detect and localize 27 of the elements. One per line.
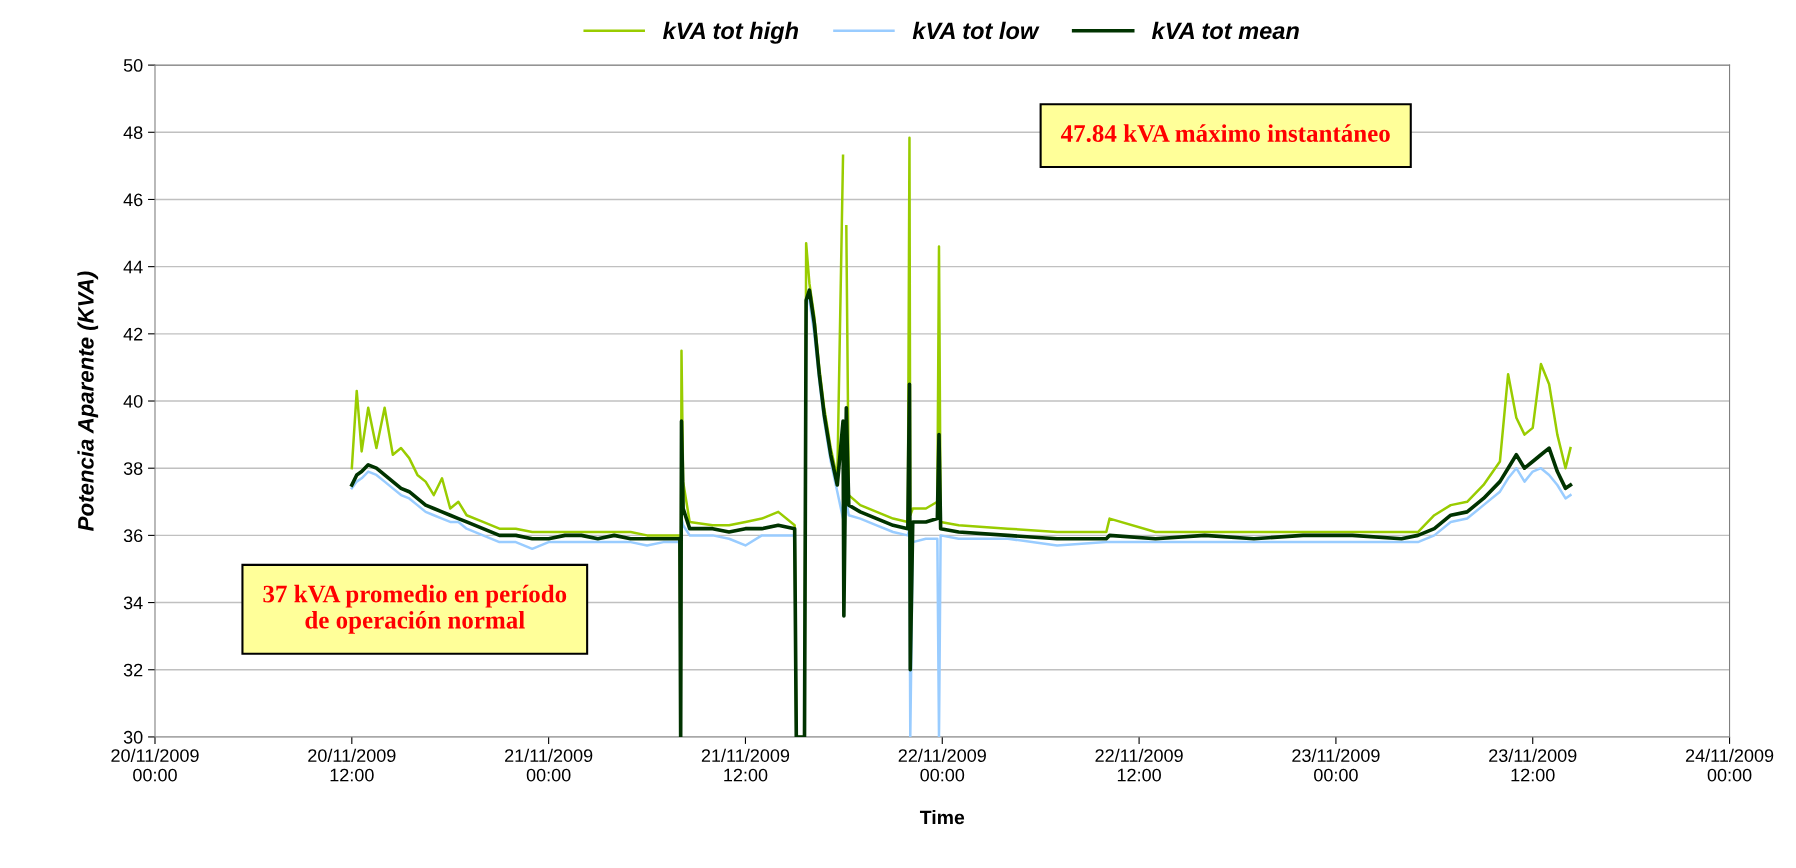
y-tick-label: 50 <box>123 59 143 72</box>
x-tick-label: 20/11/2009 12:00 <box>308 748 396 782</box>
x-axis-title: Time <box>919 810 965 825</box>
x-tick-label: 22/11/2009 00:00 <box>898 748 986 782</box>
legend-label: kVA tot low <box>912 21 1040 40</box>
x-tick-label: 21/11/2009 00:00 <box>505 748 593 782</box>
x-tick-label: 24/11/2009 00:00 <box>1685 748 1774 782</box>
x-tick-label: 22/11/2009 12:00 <box>1095 748 1183 782</box>
y-tick-label: 30 <box>123 730 143 744</box>
x-tick-label: 21/11/2009 12:00 <box>701 748 790 782</box>
y-tick-label: 32 <box>123 663 143 677</box>
y-tick-label: 36 <box>123 529 143 543</box>
y-tick-label: 44 <box>123 260 143 274</box>
y-tick-label: 34 <box>123 596 143 610</box>
annotation: 37 kVA promedio en período de operación normal <box>263 584 567 634</box>
x-tick-label: 23/11/2009 12:00 <box>1489 748 1577 782</box>
y-tick-label: 46 <box>123 193 143 207</box>
y-tick-label: 48 <box>123 126 143 139</box>
legend-label: kVA tot mean <box>1152 21 1299 40</box>
legend-label: kVA tot high <box>663 21 799 44</box>
y-axis-title: Potencia Aparente (KVA) <box>77 271 99 531</box>
y-tick-label: 40 <box>123 394 143 408</box>
annotation: 47.84 kVA máximo instantáneo <box>1060 124 1390 143</box>
y-tick-label: 42 <box>123 327 143 341</box>
x-tick-label: 23/11/2009 00:00 <box>1292 748 1380 782</box>
x-tick-label: 20/11/2009 00:00 <box>111 748 199 782</box>
y-tick-label: 38 <box>123 462 143 475</box>
